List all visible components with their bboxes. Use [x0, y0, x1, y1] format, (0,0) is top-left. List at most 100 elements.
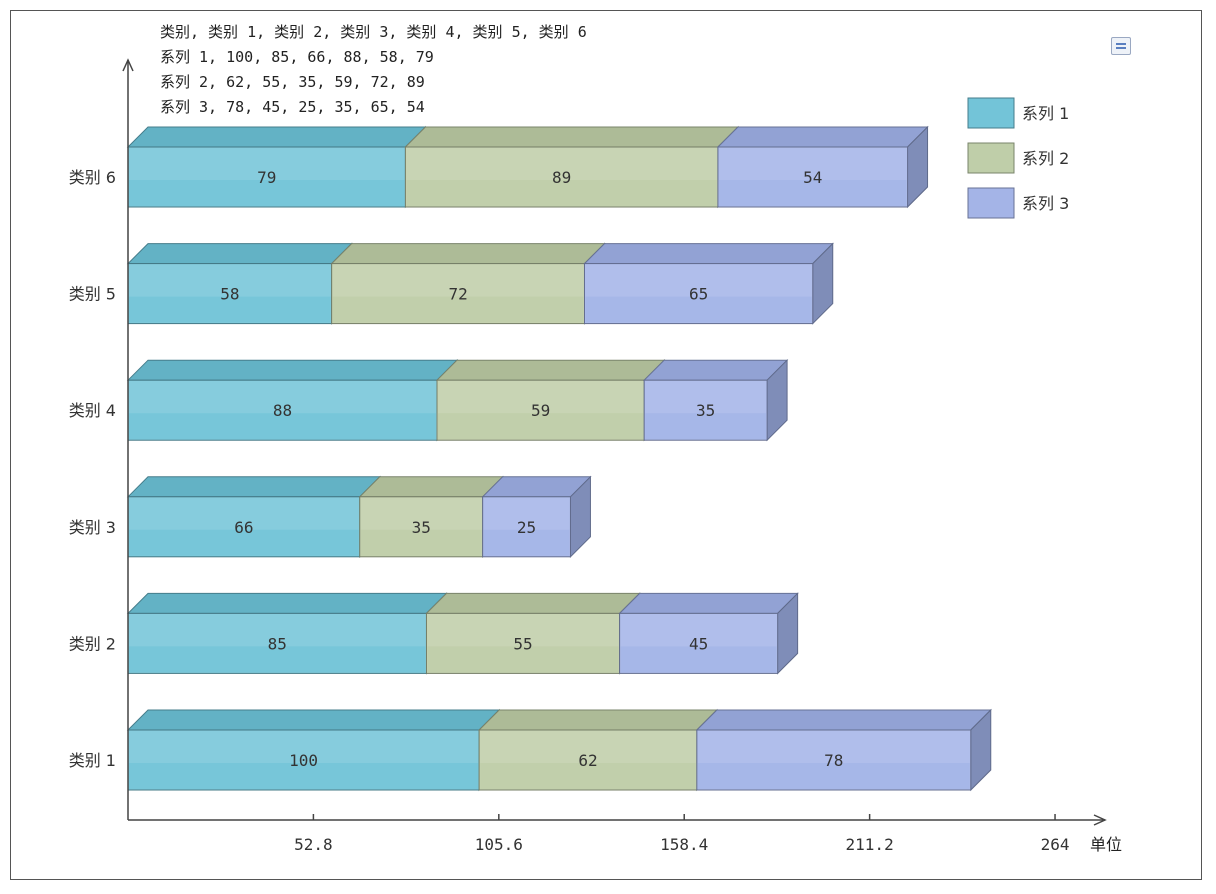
chart-menu-button[interactable]	[1111, 37, 1131, 55]
x-tick-label: 52.8	[294, 835, 333, 854]
bar-segment[interactable]: 25	[481, 475, 592, 559]
x-tick-label: 264	[1041, 835, 1070, 854]
bar-segment[interactable]: 54	[716, 125, 929, 209]
bar-value-label: 59	[531, 401, 550, 420]
category-label: 类别 2	[69, 634, 116, 653]
legend-swatch	[967, 142, 1015, 174]
bar-shade	[406, 180, 717, 206]
bar-shade	[483, 529, 570, 556]
bar-top-face	[126, 126, 427, 148]
bar-segment[interactable]: 85	[126, 592, 448, 675]
bar-shade	[129, 296, 331, 323]
bar-shade	[620, 646, 777, 673]
bar-value-label: 54	[803, 168, 822, 187]
category-label: 类别 5	[69, 285, 116, 304]
bar-top-face	[695, 709, 992, 731]
bar-segment[interactable]: 66	[126, 475, 381, 559]
bar-shade	[129, 529, 359, 556]
bar-segment[interactable]: 35	[642, 358, 789, 442]
bar-top-face	[477, 709, 719, 731]
x-tick-label: 211.2	[846, 835, 894, 854]
legend-item[interactable]: 系列 1	[967, 97, 1069, 129]
bar-value-label: 35	[412, 518, 431, 537]
bar-top-face	[435, 359, 666, 381]
legend-item[interactable]: 系列 3	[967, 187, 1069, 219]
data-text-line: 类别, 类别 1, 类别 2, 类别 3, 类别 4, 类别 5, 类别 6	[160, 23, 587, 41]
bar-shade	[480, 763, 696, 789]
bar-top-face	[642, 359, 789, 381]
bar-value-label: 89	[552, 168, 571, 187]
bar-top-face	[126, 709, 501, 731]
bar-value-label: 100	[289, 751, 318, 770]
bar-shade	[360, 529, 482, 556]
legend-label: 系列 3	[1022, 194, 1069, 213]
bar-value-label: 35	[696, 401, 715, 420]
bar-value-label: 72	[448, 285, 467, 304]
legend-item[interactable]: 系列 2	[967, 142, 1069, 174]
bar-top-face	[358, 476, 504, 498]
bar-top-face	[425, 592, 641, 614]
bar-top-face	[126, 476, 381, 498]
bar-shade	[332, 296, 584, 323]
bar-segment[interactable]: 35	[358, 475, 504, 559]
bar-segment[interactable]: 45	[618, 592, 799, 675]
bar-top-face	[126, 592, 448, 614]
bar-segment[interactable]: 89	[404, 125, 740, 209]
x-tick-label: 158.4	[660, 835, 708, 854]
legend-label: 系列 2	[1022, 149, 1069, 168]
category-label: 类别 4	[69, 401, 116, 420]
bar-value-label: 62	[578, 751, 597, 770]
data-text-line: 系列 1, 100, 85, 66, 88, 58, 79	[160, 48, 434, 66]
bar-segment[interactable]: 100	[126, 708, 501, 792]
bar-shade	[129, 180, 405, 206]
legend: 系列 1 系列 2 系列 3	[967, 97, 1069, 219]
bar-top-face	[716, 126, 929, 148]
bar-value-label: 85	[268, 634, 287, 653]
data-text-line: 系列 3, 78, 45, 25, 35, 65, 54	[160, 98, 425, 116]
bar-top-face	[618, 592, 799, 614]
data-text-block: 类别, 类别 1, 类别 2, 类别 3, 类别 4, 类别 5, 类别 6 系列…	[160, 23, 587, 116]
bar-segment[interactable]: 88	[126, 358, 459, 442]
bar-shade	[718, 180, 907, 206]
bar-value-label: 78	[824, 751, 843, 770]
bar-segment[interactable]: 55	[425, 592, 641, 675]
category-label: 类别 1	[69, 751, 116, 770]
category-label: 类别 3	[69, 518, 116, 537]
bars-layer: 100 62 78 类别 1 85 55 45 类别 2 66 35 25 类别 3 88 59 35 类别 …	[69, 125, 992, 792]
bar-shade	[129, 646, 426, 673]
bar-shade	[427, 646, 619, 673]
bar-value-label: 65	[689, 285, 708, 304]
bar-top-face	[330, 243, 606, 265]
menu-line-icon	[1116, 47, 1126, 49]
bar-value-label: 88	[273, 401, 292, 420]
bar-value-label: 25	[517, 518, 536, 537]
bar-shade	[129, 763, 479, 789]
bar-segment[interactable]: 58	[126, 242, 353, 325]
bar-value-label: 58	[220, 285, 239, 304]
axes-layer: 52.8 105.6 158.4 211.2 264 单位	[122, 58, 1122, 854]
bar-top-face	[404, 126, 740, 148]
bar-top-face	[126, 359, 459, 381]
menu-line-icon	[1116, 43, 1126, 45]
x-unit-label: 单位	[1090, 835, 1122, 854]
bar-shade	[438, 413, 644, 440]
bar-segment[interactable]: 72	[330, 242, 606, 325]
legend-label: 系列 1	[1022, 104, 1069, 123]
bar-value-label: 45	[689, 634, 708, 653]
bar-segment[interactable]: 62	[477, 708, 719, 792]
bar-shade	[645, 413, 767, 440]
bar-value-label: 66	[234, 518, 253, 537]
bar-segment[interactable]: 78	[695, 708, 992, 792]
bar-segment[interactable]: 59	[435, 358, 666, 442]
data-text-line: 系列 2, 62, 55, 35, 59, 72, 89	[160, 73, 425, 91]
bar-segment[interactable]: 65	[583, 242, 834, 325]
x-tick-label: 105.6	[475, 835, 523, 854]
bar-top-face	[583, 243, 834, 265]
legend-swatch	[967, 187, 1015, 219]
category-label: 类别 6	[69, 168, 116, 187]
bar-segment[interactable]: 79	[126, 125, 427, 209]
bar-value-label: 79	[257, 168, 276, 187]
bar-shade	[129, 413, 437, 440]
legend-swatch	[967, 97, 1015, 129]
